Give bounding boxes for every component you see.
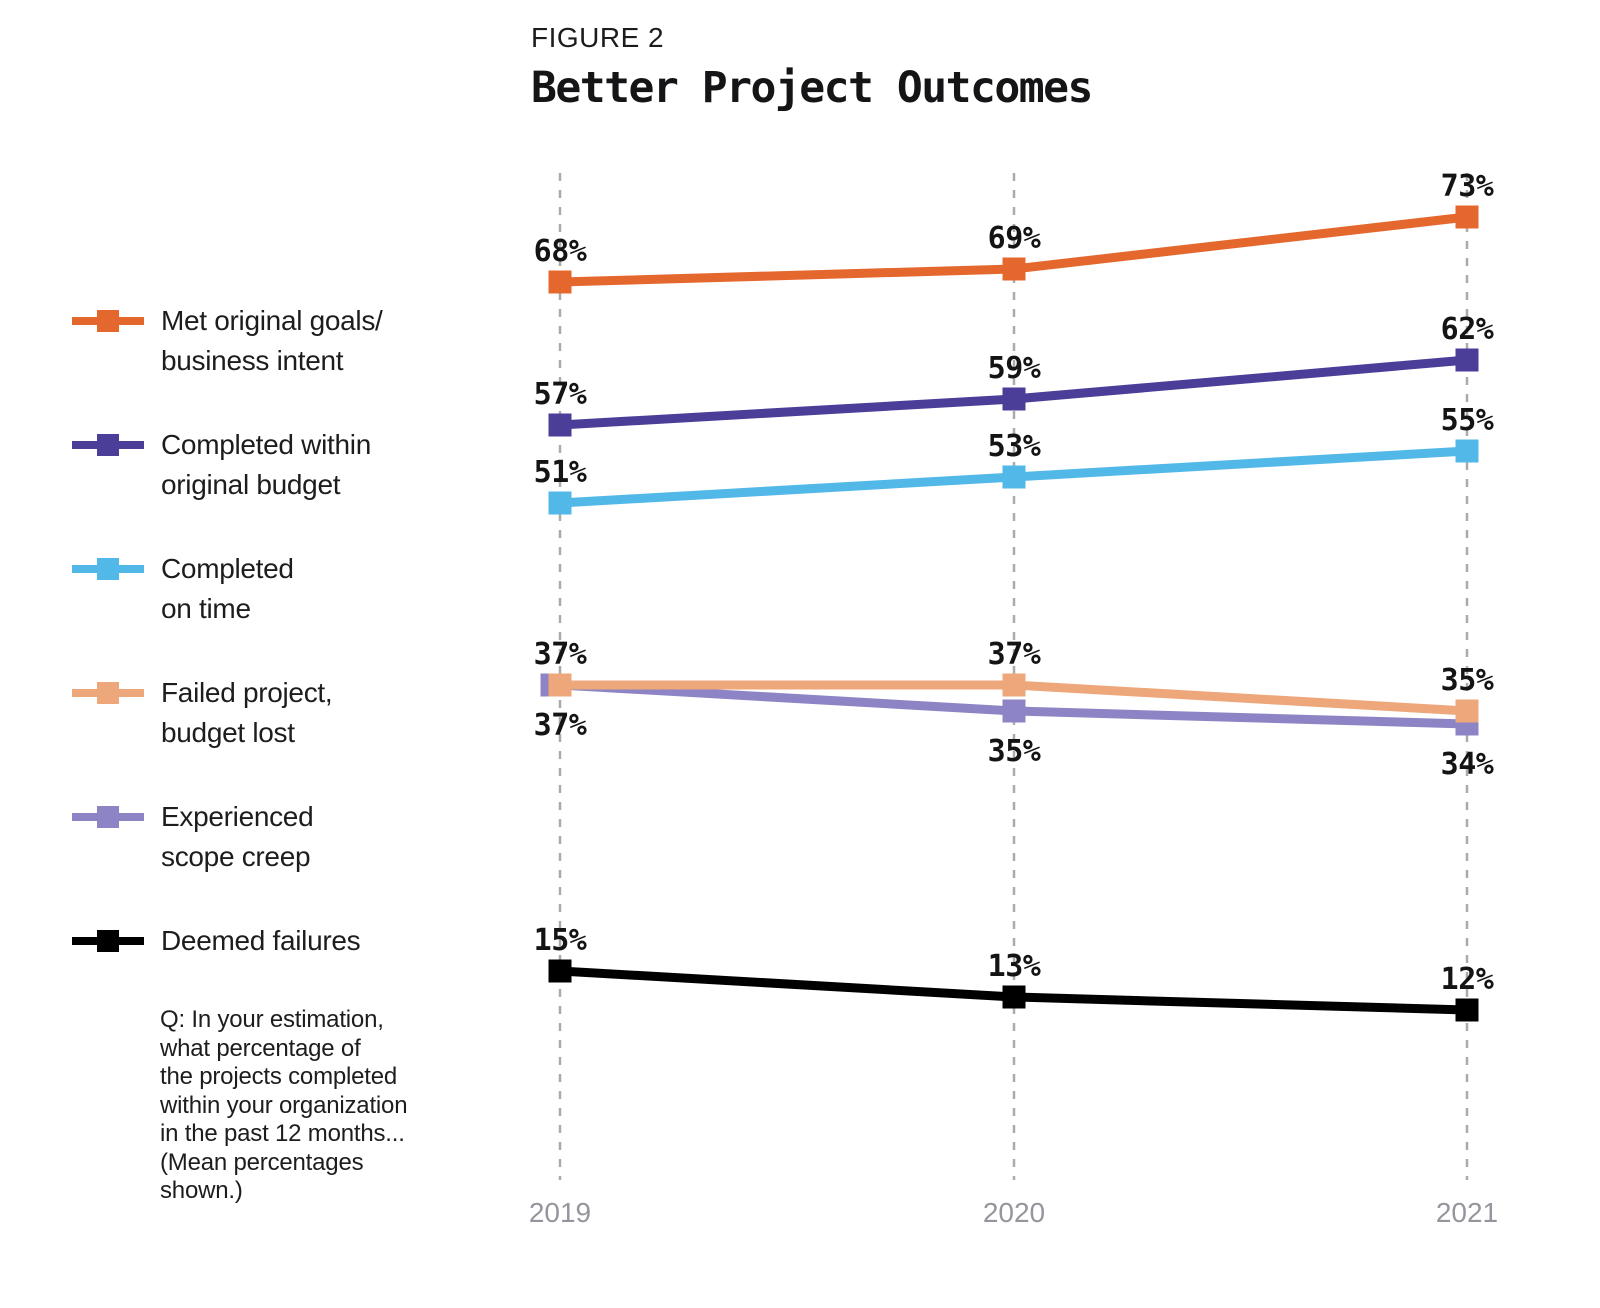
marker-failed-project-budget-lost-2020	[1002, 673, 1026, 697]
marker-met-original-goals-business-intent-2021	[1455, 205, 1479, 229]
value-label-completed-within-original-budget-2019: 57%	[534, 377, 587, 412]
legend-item-experienced-scope-creep: Experienced scope creep	[72, 797, 383, 877]
value-label-deemed-failures-2019: 15%	[534, 923, 587, 958]
value-label-completed-within-original-budget-2020: 59%	[988, 351, 1041, 386]
marker-deemed-failures-2019	[548, 959, 572, 983]
legend-item-label: Deemed failures	[161, 925, 361, 956]
value-label-completed-on-time-2019: 51%	[534, 455, 587, 490]
value-label-failed-project-budget-lost-2020: 37%	[988, 637, 1041, 672]
legend-line-marker-icon	[72, 434, 144, 456]
axis-label-2021: 2021	[1436, 1197, 1498, 1228]
legend-line-marker-icon	[72, 806, 144, 828]
legend-item-completed-within-original-budget: Completed within original budget	[72, 425, 383, 505]
value-label-deemed-failures-2020: 13%	[988, 949, 1041, 984]
value-label-completed-on-time-2020: 53%	[988, 429, 1041, 464]
survey-question-note: Q: In your estimation, what percentage o…	[160, 1006, 408, 1204]
legend-line-marker-icon	[72, 310, 144, 332]
legend-item-label: Experienced scope creep	[161, 801, 314, 872]
marker-deemed-failures-2020	[1002, 985, 1026, 1009]
value-label-met-original-goals-business-intent-2021: 73%	[1441, 169, 1494, 204]
value-label-failed-project-budget-lost-2019: 37%	[534, 637, 587, 672]
marker-completed-on-time-2020	[1002, 465, 1026, 489]
legend-item-label: Met original goals/ business intent	[161, 305, 383, 376]
marker-failed-project-budget-lost-2019	[548, 673, 572, 697]
axis-label-2020: 2020	[983, 1197, 1045, 1228]
marker-experienced-scope-creep-2020	[1002, 699, 1026, 723]
value-label-met-original-goals-business-intent-2019: 68%	[534, 234, 587, 269]
value-label-experienced-scope-creep-2019: 37%	[534, 708, 587, 743]
marker-completed-within-original-budget-2020	[1002, 387, 1026, 411]
marker-completed-on-time-2021	[1455, 439, 1479, 463]
value-label-completed-within-original-budget-2021: 62%	[1441, 312, 1494, 347]
legend-item-met-original-goals-business-intent: Met original goals/ business intent	[72, 301, 383, 381]
legend-line-marker-icon	[72, 930, 144, 952]
value-label-deemed-failures-2021: 12%	[1441, 962, 1494, 997]
legend-item-completed-on-time: Completed on time	[72, 549, 383, 629]
legend-item-label: Completed within original budget	[161, 429, 371, 500]
legend-item-failed-project-budget-lost: Failed project, budget lost	[72, 673, 383, 753]
value-label-experienced-scope-creep-2020: 35%	[988, 734, 1041, 769]
legend-item-deemed-failures: Deemed failures	[72, 921, 383, 961]
marker-failed-project-budget-lost-2021	[1455, 699, 1479, 723]
chart-legend: Met original goals/ business intent Compl…	[72, 301, 383, 961]
page-title: Better Project Outcomes	[531, 63, 1093, 113]
marker-completed-within-original-budget-2021	[1455, 348, 1479, 372]
chart-header: FIGURE 2 Better Project Outcomes	[531, 22, 1093, 113]
axis-label-2019: 2019	[529, 1197, 591, 1228]
marker-completed-on-time-2019	[548, 491, 572, 515]
value-label-completed-on-time-2021: 55%	[1441, 403, 1494, 438]
figure-label: FIGURE 2	[531, 22, 665, 53]
legend-item-label: Failed project, budget lost	[161, 677, 333, 748]
legend-line-marker-icon	[72, 558, 144, 580]
marker-met-original-goals-business-intent-2019	[548, 270, 572, 294]
value-label-experienced-scope-creep-2021: 34%	[1441, 747, 1494, 782]
legend-line-marker-icon	[72, 682, 144, 704]
value-label-failed-project-budget-lost-2021: 35%	[1441, 663, 1494, 698]
legend-item-label: Completed on time	[161, 553, 294, 624]
marker-met-original-goals-business-intent-2020	[1002, 257, 1026, 281]
value-label-met-original-goals-business-intent-2020: 69%	[988, 221, 1041, 256]
marker-completed-within-original-budget-2019	[548, 413, 572, 437]
marker-deemed-failures-2021	[1455, 998, 1479, 1022]
